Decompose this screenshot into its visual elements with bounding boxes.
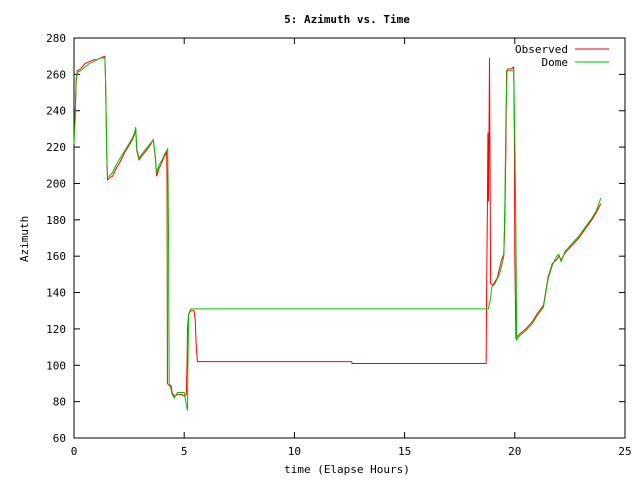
y-tick-label: 100 [46,359,66,372]
y-tick-label: 240 [46,105,66,118]
y-tick-label: 160 [46,250,66,263]
x-tick-label: 10 [288,445,301,458]
chart-title: 5: Azimuth vs. Time [284,13,410,26]
y-tick-label: 80 [53,396,66,409]
x-axis-label: time (Elapse Hours) [284,463,410,476]
x-tick-label: 25 [618,445,631,458]
y-tick-label: 200 [46,177,66,190]
y-tick-label: 120 [46,323,66,336]
y-tick-label: 180 [46,214,66,227]
axis-ticks: 0 5 10 15 20 25 60 80 100 120 140 160 180 200 220 240 26… [46,32,632,458]
legend-label-dome: Dome [542,56,569,69]
dome-series-line [73,57,602,411]
plot-frame [73,37,626,439]
plot-axes [73,37,626,439]
x-tick-label: 15 [398,445,411,458]
y-tick-label: 280 [46,32,66,45]
y-tick-label: 60 [53,432,66,445]
series-layer [73,55,602,411]
y-tick-label: 220 [46,141,66,154]
observed-series-line [73,55,602,397]
y-tick-label: 260 [46,68,66,81]
legend-label-observed: Observed [515,43,568,56]
x-tick-label: 0 [71,445,78,458]
x-tick-label: 20 [508,445,521,458]
y-tick-label: 140 [46,287,66,300]
y-axis-label: Azimuth [18,216,31,262]
x-tick-label: 5 [181,445,188,458]
